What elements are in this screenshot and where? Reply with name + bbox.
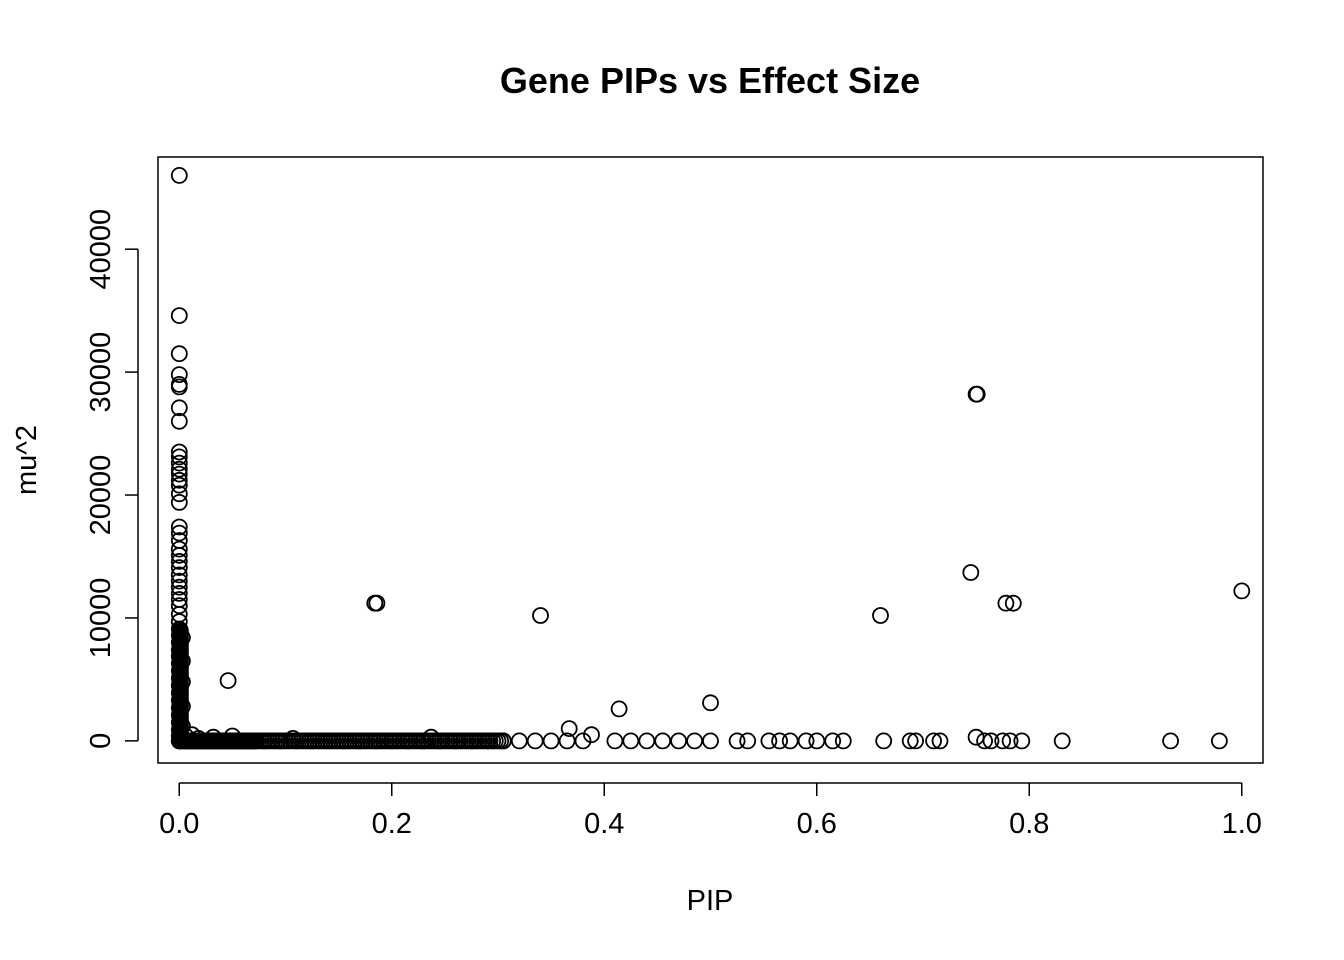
data-point xyxy=(1233,582,1251,600)
data-point xyxy=(170,399,188,417)
data-point xyxy=(824,732,842,750)
data-point xyxy=(760,732,778,750)
data-point xyxy=(558,732,576,750)
x-tick-label: 0.6 xyxy=(797,808,837,840)
data-point xyxy=(931,732,949,750)
x-axis: 0.0 0.2 0.4 0.6 0.8 1.0 xyxy=(159,782,1262,840)
data-point xyxy=(967,728,985,746)
data-point xyxy=(170,448,188,466)
data-point xyxy=(170,345,188,363)
data-point xyxy=(1211,732,1228,750)
data-point xyxy=(1004,594,1022,612)
data-point xyxy=(170,485,188,503)
data-point xyxy=(994,732,1012,750)
data-point xyxy=(771,732,788,750)
data-point xyxy=(1001,732,1019,750)
data-point xyxy=(170,476,188,494)
data-point xyxy=(170,443,188,461)
data-point xyxy=(170,166,188,184)
chart-title: Gene PIPs vs Effect Size xyxy=(500,60,920,101)
data-point xyxy=(494,732,512,750)
x-tick-label: 1.0 xyxy=(1222,808,1262,840)
data-point xyxy=(968,385,986,403)
plot-frame xyxy=(157,156,1264,764)
data-point xyxy=(170,412,188,430)
data-point xyxy=(170,578,188,596)
data-point xyxy=(907,732,924,750)
data-point xyxy=(219,672,237,689)
data-point xyxy=(170,454,188,472)
data-point xyxy=(976,732,993,750)
data-point xyxy=(1053,732,1071,750)
data-point xyxy=(583,726,600,744)
x-tick-label: 0.2 xyxy=(372,808,412,840)
data-point xyxy=(901,732,919,750)
data-point xyxy=(542,732,560,750)
x-tick-label: 0.4 xyxy=(584,808,624,840)
data-point xyxy=(170,460,188,478)
data-point xyxy=(560,720,578,737)
data-point xyxy=(702,694,719,712)
data-point xyxy=(638,732,656,750)
data-point xyxy=(610,700,628,718)
data-point xyxy=(170,566,188,584)
x-tick-label: 0.8 xyxy=(1009,808,1049,840)
y-axis-label: mu^2 xyxy=(11,425,43,495)
data-point xyxy=(739,732,757,750)
data-point xyxy=(1013,732,1031,750)
data-point xyxy=(170,307,188,325)
data-point xyxy=(526,732,544,750)
data-point xyxy=(170,553,188,570)
data-point xyxy=(654,732,672,750)
data-point xyxy=(997,594,1015,612)
data-point xyxy=(574,732,592,750)
data-point xyxy=(781,732,799,750)
data-point xyxy=(670,732,687,750)
data-point xyxy=(170,366,188,384)
x-tick-label: 0.0 xyxy=(159,808,199,840)
data-point xyxy=(170,471,188,489)
data-point xyxy=(368,594,386,612)
data-point xyxy=(872,607,889,624)
data-point xyxy=(170,559,188,576)
y-tick-label: 10000 xyxy=(85,578,117,659)
data-point xyxy=(170,493,188,511)
x-axis-label: PIP xyxy=(687,885,734,917)
data-point xyxy=(170,572,188,590)
data-point xyxy=(702,732,719,750)
data-point xyxy=(170,465,188,483)
y-tick-label: 0 xyxy=(85,733,117,749)
data-point xyxy=(170,378,188,396)
data-point xyxy=(797,732,815,750)
data-point xyxy=(728,732,746,750)
data-point xyxy=(510,732,528,750)
data-point xyxy=(686,732,703,750)
y-tick-label: 20000 xyxy=(85,455,117,536)
data-point xyxy=(875,732,893,750)
data-point xyxy=(1162,732,1179,750)
data-point xyxy=(532,607,549,624)
data-point xyxy=(170,546,188,564)
data-point xyxy=(171,621,189,639)
data-point xyxy=(982,732,1000,750)
y-axis: 0 10000 20000 30000 40000 xyxy=(85,209,139,749)
data-point xyxy=(170,585,188,602)
data-point xyxy=(834,732,852,750)
y-tick-label: 30000 xyxy=(85,332,117,413)
data-point xyxy=(622,732,640,750)
data-point xyxy=(606,732,624,750)
data-point xyxy=(170,524,188,542)
data-point xyxy=(962,564,980,581)
y-tick-label: 40000 xyxy=(85,209,117,290)
data-point xyxy=(808,732,826,750)
data-point xyxy=(170,540,188,558)
data-point xyxy=(925,732,942,750)
data-points xyxy=(170,166,1251,750)
data-point xyxy=(170,518,188,536)
